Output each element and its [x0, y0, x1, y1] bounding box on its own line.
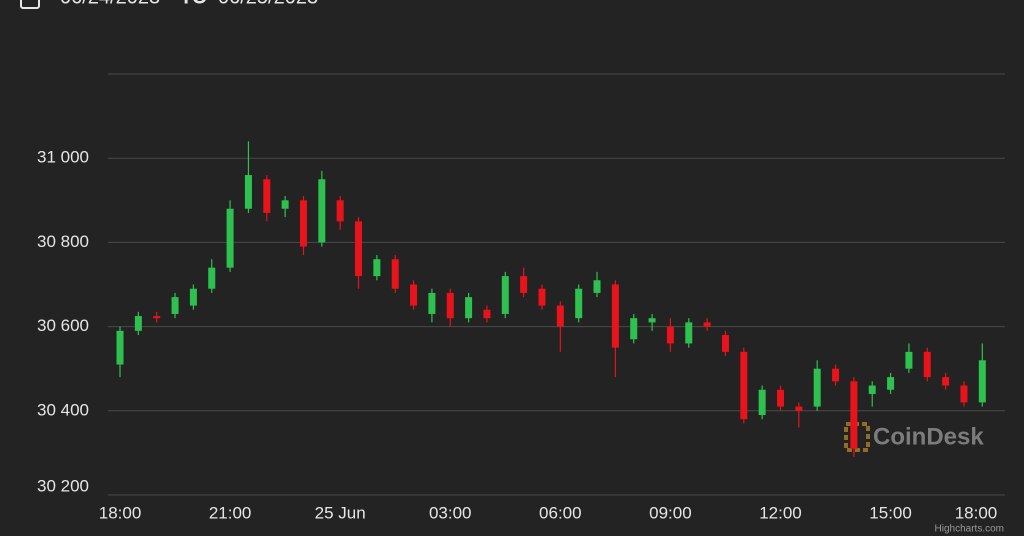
- date-to: 06/25/2023: [218, 0, 318, 8]
- candle-body: [740, 351, 748, 420]
- candle-body: [391, 259, 399, 289]
- x-tick-label: 12:00: [759, 503, 802, 522]
- y-tick-label: 30 600: [37, 316, 89, 335]
- candle-body: [721, 335, 729, 352]
- candle-body: [299, 200, 307, 247]
- calendar-icon: [20, 0, 40, 9]
- candle-body: [942, 377, 950, 386]
- watermark-group: CoinDesk: [844, 422, 984, 452]
- candle-body: [244, 175, 252, 209]
- candle-body: [153, 316, 161, 319]
- candle-body: [666, 326, 674, 344]
- x-tick-label: 21:00: [209, 503, 252, 522]
- candle-body: [263, 179, 271, 213]
- candle-body: [850, 381, 858, 449]
- candle-body: [373, 259, 381, 277]
- x-tick-label: 15:00: [869, 503, 912, 522]
- candle-body: [336, 200, 344, 222]
- candle-body: [630, 318, 638, 340]
- candle-body: [226, 208, 234, 268]
- candle-body: [795, 406, 803, 411]
- x-tick-label: 03:00: [429, 503, 472, 522]
- candle-body: [832, 368, 840, 382]
- candle-body: [758, 389, 766, 416]
- y-tick-label: 30 200: [37, 476, 89, 495]
- candle-body: [428, 292, 436, 314]
- candle-body: [648, 318, 656, 323]
- x-tick-label: 18:00: [955, 503, 998, 522]
- candle-body: [703, 322, 711, 327]
- credits: Highcharts.com: [935, 524, 1004, 535]
- date-from: 06/24/2023: [60, 0, 160, 8]
- candle-body: [355, 221, 363, 277]
- x-tick-label: 06:00: [539, 503, 582, 522]
- candle-body: [923, 351, 931, 378]
- candle-body: [813, 368, 821, 407]
- candle-body: [189, 288, 197, 306]
- candle-body: [465, 297, 473, 319]
- x-tick-label: 09:00: [649, 503, 692, 522]
- candle-body: [116, 330, 124, 365]
- candle-body: [960, 385, 968, 403]
- y-tick-label: 30 400: [37, 400, 89, 419]
- candle-body: [978, 360, 986, 403]
- watermark: CoinDesk: [873, 423, 984, 450]
- y-tick-label: 30 800: [37, 232, 89, 251]
- candle-body: [171, 297, 179, 314]
- candle-body: [776, 389, 784, 407]
- candle-body: [575, 288, 583, 319]
- candle-body: [905, 351, 913, 369]
- candle-body: [318, 179, 326, 243]
- candle-body: [281, 200, 289, 209]
- candle-body: [556, 305, 564, 327]
- candle-body: [483, 309, 491, 319]
- candle-body: [520, 276, 528, 293]
- candle-body: [410, 284, 418, 306]
- candle-body: [501, 276, 509, 314]
- candle-body: [538, 288, 546, 306]
- date-separator: TO: [180, 0, 207, 8]
- x-tick-label: 25 Jun: [315, 503, 366, 522]
- y-tick-label: 31 000: [37, 148, 89, 167]
- candle-body: [868, 385, 876, 394]
- candle-body: [208, 267, 216, 289]
- candle-body: [887, 377, 895, 390]
- x-tick-label: 18:00: [99, 503, 142, 522]
- candle-body: [134, 316, 142, 331]
- candle-body: [611, 284, 619, 348]
- candle-body: [593, 280, 601, 293]
- candle-body: [446, 292, 454, 319]
- candle-body: [685, 322, 693, 344]
